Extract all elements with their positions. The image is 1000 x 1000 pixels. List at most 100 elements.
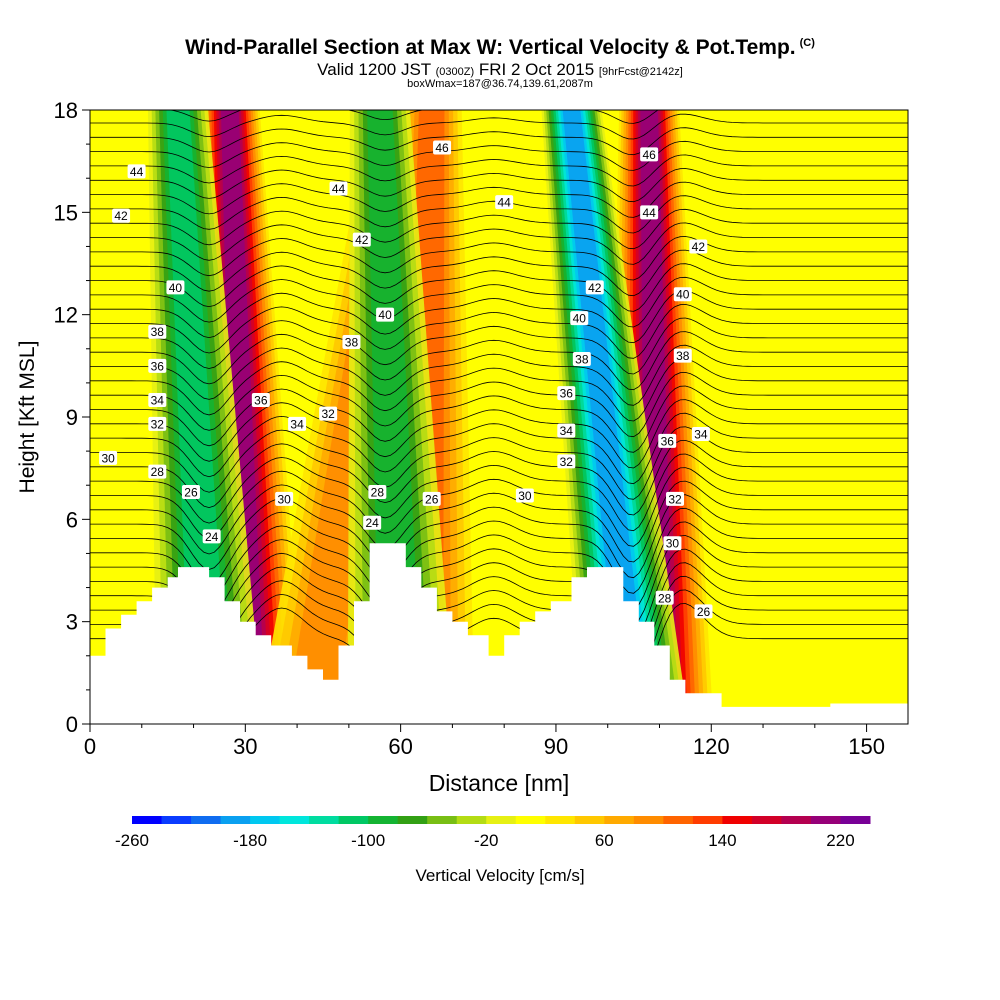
terrain-profile xyxy=(90,543,908,724)
theta-label-text: 42 xyxy=(588,281,602,295)
colorbar-swatch xyxy=(279,816,310,824)
theta-label: 40 xyxy=(673,287,692,302)
isentrope-line xyxy=(90,87,908,108)
theta-label-text: 30 xyxy=(101,451,115,465)
theta-label: 40 xyxy=(166,280,185,295)
theta-label-text: 34 xyxy=(694,428,708,442)
colorbar-tick-label: 60 xyxy=(595,831,614,850)
colorbar-swatch xyxy=(604,816,635,824)
colorbar-swatch xyxy=(663,816,694,824)
colorbar-tick-label: -20 xyxy=(474,831,499,850)
x-tick-label: 150 xyxy=(848,734,885,759)
theta-label: 32 xyxy=(319,406,338,421)
isentrope-line xyxy=(90,467,908,547)
colorbar-swatch xyxy=(545,816,576,824)
colorbar-swatch xyxy=(574,816,605,824)
isentrope-line xyxy=(90,344,908,406)
isentrope-line xyxy=(167,110,659,124)
isentrope-line xyxy=(90,127,908,156)
isentrope-line xyxy=(90,113,908,140)
isentrope-line xyxy=(90,426,908,500)
colorbar-swatch xyxy=(132,816,163,824)
isentrope-line xyxy=(90,140,908,171)
colorbar-swatch xyxy=(368,816,399,824)
y-tick-label: 9 xyxy=(66,405,78,430)
isentrope-line xyxy=(90,276,908,328)
isentrope-line xyxy=(90,73,908,92)
colorbar-swatch xyxy=(692,816,723,824)
theta-label: 30 xyxy=(99,450,118,465)
theta-label: 32 xyxy=(666,491,685,506)
colorbar-swatch xyxy=(250,816,281,824)
isentrope-line xyxy=(90,399,908,469)
velocity-band-0-level-10 xyxy=(220,110,266,707)
colorbar: -260 -180 -100 -20 60 140 220 xyxy=(115,816,871,850)
theta-label: 44 xyxy=(495,195,514,210)
theta-label-text: 42 xyxy=(692,240,706,254)
y-tick-label: 6 xyxy=(66,507,78,532)
theta-label-text: 26 xyxy=(425,492,439,506)
valid-zulu: (0300Z) xyxy=(435,66,475,78)
theta-label-text: 30 xyxy=(277,492,291,506)
theta-label-text: 40 xyxy=(169,281,183,295)
theta-label: 42 xyxy=(689,239,708,254)
theta-label: 24 xyxy=(363,515,382,530)
x-tick-label: 90 xyxy=(544,734,568,759)
theta-label-text: 42 xyxy=(114,209,128,223)
theta-label: 38 xyxy=(572,352,591,367)
theta-label: 32 xyxy=(148,416,167,431)
isentrope-line xyxy=(90,480,908,563)
chart-subtitle: Valid 1200 JST (0300Z) FRI 2 Oct 2015 [9… xyxy=(0,60,1000,80)
theta-label-text: 30 xyxy=(666,537,680,551)
theta-label-text: 40 xyxy=(676,288,690,302)
theta-label: 30 xyxy=(663,536,682,551)
box-info: boxWmax=187@36.74,139.61,2087m xyxy=(407,78,593,90)
theta-label: 36 xyxy=(658,433,677,448)
potential-temperature-contours xyxy=(90,73,908,704)
theta-label-text: 28 xyxy=(658,591,672,605)
isentrope-line xyxy=(90,222,908,265)
y-tick-label: 12 xyxy=(54,303,78,328)
x-tick-label: 60 xyxy=(388,734,412,759)
theta-label-text: 32 xyxy=(560,455,574,469)
colorbar-swatch xyxy=(781,816,812,824)
isentrope-line xyxy=(90,317,908,375)
colorbar-label: Vertical Velocity [cm/s] xyxy=(415,866,584,885)
theta-label-text: 26 xyxy=(697,605,711,619)
theta-label-text: 32 xyxy=(321,407,335,421)
theta-label-text: 26 xyxy=(184,486,198,500)
colorbar-swatch xyxy=(722,816,753,824)
colorbar-swatch xyxy=(515,816,546,824)
y-tick-label: 0 xyxy=(66,712,78,737)
theta-label-text: 44 xyxy=(642,206,656,220)
theta-label: 42 xyxy=(585,280,604,295)
theta-label-text: 34 xyxy=(151,393,165,407)
y-axis-label: Height [Kft MSL] xyxy=(16,341,39,494)
theta-label-text: 44 xyxy=(130,165,144,179)
theta-label: 36 xyxy=(148,358,167,373)
isentrope-line xyxy=(90,331,908,391)
theta-label-text: 32 xyxy=(668,492,682,506)
isentrope-line xyxy=(90,181,908,218)
colorbar-swatch xyxy=(486,816,517,824)
isentrope-line xyxy=(90,168,908,203)
copyright-mark: (C) xyxy=(799,37,815,49)
isentrope-line xyxy=(90,521,908,610)
theta-label-text: 28 xyxy=(371,486,385,500)
theta-label-text: 46 xyxy=(642,148,656,162)
theta-label: 36 xyxy=(557,386,576,401)
colorbar-tick-label: -260 xyxy=(115,831,149,850)
colorbar-swatch xyxy=(456,816,487,824)
terrain xyxy=(90,543,908,724)
isentrope-line xyxy=(90,249,908,297)
theta-label-text: 40 xyxy=(573,312,587,326)
forecast-tag: [9hrFcst@2142z] xyxy=(598,66,683,78)
theta-label: 40 xyxy=(570,311,589,326)
y-tick-label: 18 xyxy=(54,98,78,123)
theta-label: 34 xyxy=(288,416,307,431)
theta-label-text: 38 xyxy=(151,325,165,339)
isentrope-line xyxy=(90,371,908,438)
theta-label: 30 xyxy=(515,488,534,503)
